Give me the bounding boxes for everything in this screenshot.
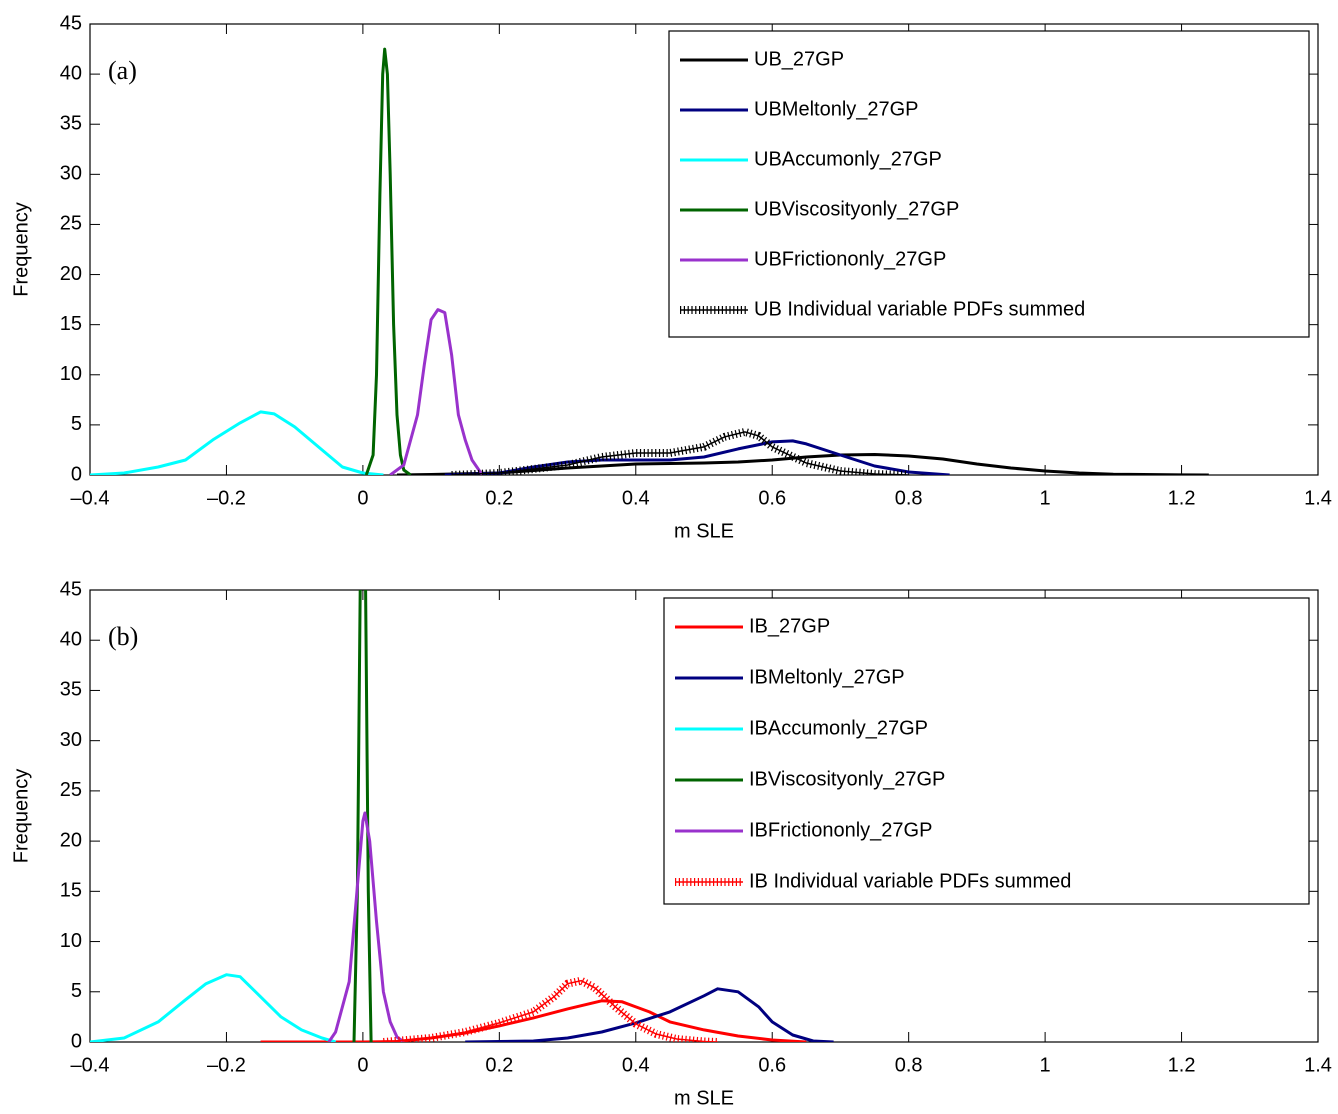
legend-label: UBViscosityonly_27GP bbox=[754, 198, 959, 220]
y-tick-label: 30 bbox=[60, 163, 82, 185]
x-tick-label: 0.4 bbox=[622, 1054, 650, 1076]
x-tick-label: 1.2 bbox=[1168, 1054, 1196, 1076]
x-tick-label: 0.6 bbox=[758, 1054, 786, 1076]
series-line bbox=[364, 47, 412, 475]
legend-label: IBViscosityonly_27GP bbox=[749, 768, 945, 790]
series-line bbox=[90, 410, 384, 475]
x-tick-label: 0.8 bbox=[895, 487, 923, 509]
y-tick-label: 45 bbox=[60, 12, 82, 34]
panel-label: (b) bbox=[108, 622, 138, 651]
x-tick-label: 1 bbox=[1040, 1054, 1051, 1076]
y-axis-label: Frequency bbox=[10, 202, 32, 297]
y-tick-label: 35 bbox=[60, 113, 82, 135]
x-tick-label: 1.2 bbox=[1168, 487, 1196, 509]
y-tick-label: 5 bbox=[71, 413, 82, 435]
series-line bbox=[451, 431, 909, 475]
y-tick-label: 40 bbox=[60, 62, 82, 84]
y-axis-label: Frequency bbox=[10, 769, 32, 864]
legend-label: IB_27GP bbox=[749, 615, 830, 637]
y-tick-label: 10 bbox=[60, 930, 82, 952]
x-tick-label: 0.2 bbox=[485, 1054, 513, 1076]
series-line bbox=[352, 590, 373, 1042]
axes-box bbox=[89, 23, 1319, 476]
series-line bbox=[396, 453, 1209, 475]
x-axis-label: m SLE bbox=[674, 520, 734, 542]
series-line bbox=[389, 308, 484, 475]
y-tick-label: 0 bbox=[71, 463, 82, 485]
panel: –0.4 –0.2 0 0.2 0.4 0.6 0.8 1 1.2 1.4 0 5 10 15 20 25 30… bbox=[10, 578, 1332, 1109]
x-tick-label: 1.4 bbox=[1304, 1054, 1332, 1076]
plot-area bbox=[90, 590, 834, 1042]
x-tick-label: 0.8 bbox=[895, 1054, 923, 1076]
legend-box bbox=[668, 30, 1310, 338]
x-tick-label: –0.4 bbox=[71, 1054, 110, 1076]
y-tick-label: 20 bbox=[60, 263, 82, 285]
x-tick-label: –0.2 bbox=[207, 487, 246, 509]
y-tick-label: 25 bbox=[60, 213, 82, 235]
legend-label: IB Individual variable PDFs summed bbox=[749, 870, 1071, 892]
x-tick-label: 0.2 bbox=[485, 487, 513, 509]
legend-label: UBFrictiononly_27GP bbox=[754, 248, 946, 270]
x-tick-label: –0.2 bbox=[207, 1054, 246, 1076]
x-tick-label: –0.4 bbox=[71, 487, 110, 509]
legend-label: UB Individual variable PDFs summed bbox=[754, 298, 1085, 320]
legend-label: UBAccumonly_27GP bbox=[754, 148, 942, 170]
x-tick-label: 0.6 bbox=[758, 487, 786, 509]
legend-label: IBFrictiononly_27GP bbox=[749, 819, 932, 841]
legend: UB_27GP UBMeltonly_27GP UBAccumonly_27GP UB… bbox=[668, 30, 1310, 338]
legend-box bbox=[663, 597, 1310, 905]
y-tick-label: 10 bbox=[60, 363, 82, 385]
series-line bbox=[327, 811, 405, 1042]
series-line bbox=[383, 979, 718, 1042]
panel: –0.4 –0.2 0 0.2 0.4 0.6 0.8 1 1.2 1.4 0 5 10 15 20 25 30… bbox=[10, 12, 1332, 542]
series-line bbox=[90, 973, 337, 1042]
y-tick-label: 30 bbox=[60, 729, 82, 751]
x-tick-label: 0.4 bbox=[622, 487, 650, 509]
y-tick-label: 15 bbox=[60, 313, 82, 335]
legend-label: UBMeltonly_27GP bbox=[754, 98, 919, 120]
series-line bbox=[465, 987, 834, 1042]
y-tick-label: 0 bbox=[71, 1030, 82, 1052]
legend-label: IBAccumonly_27GP bbox=[749, 717, 928, 739]
y-tick-label: 40 bbox=[60, 629, 82, 651]
y-tick-label: 25 bbox=[60, 779, 82, 801]
y-tick-label: 15 bbox=[60, 880, 82, 902]
x-tick-label: 0 bbox=[357, 1054, 368, 1076]
legend: IB_27GP IBMeltonly_27GP IBAccumonly_27GP IB… bbox=[663, 597, 1310, 905]
y-tick-label: 5 bbox=[71, 980, 82, 1002]
x-axis-label: m SLE bbox=[674, 1087, 734, 1109]
x-tick-label: 0 bbox=[357, 487, 368, 509]
legend-label: UB_27GP bbox=[754, 48, 844, 70]
y-tick-label: 20 bbox=[60, 829, 82, 851]
y-tick-label: 35 bbox=[60, 679, 82, 701]
x-tick-label: 1.4 bbox=[1304, 487, 1332, 509]
plot-area bbox=[90, 47, 1209, 475]
panel-label: (a) bbox=[108, 56, 137, 85]
legend-label: IBMeltonly_27GP bbox=[749, 666, 905, 688]
x-tick-label: 1 bbox=[1040, 487, 1051, 509]
y-tick-label: 45 bbox=[60, 578, 82, 600]
